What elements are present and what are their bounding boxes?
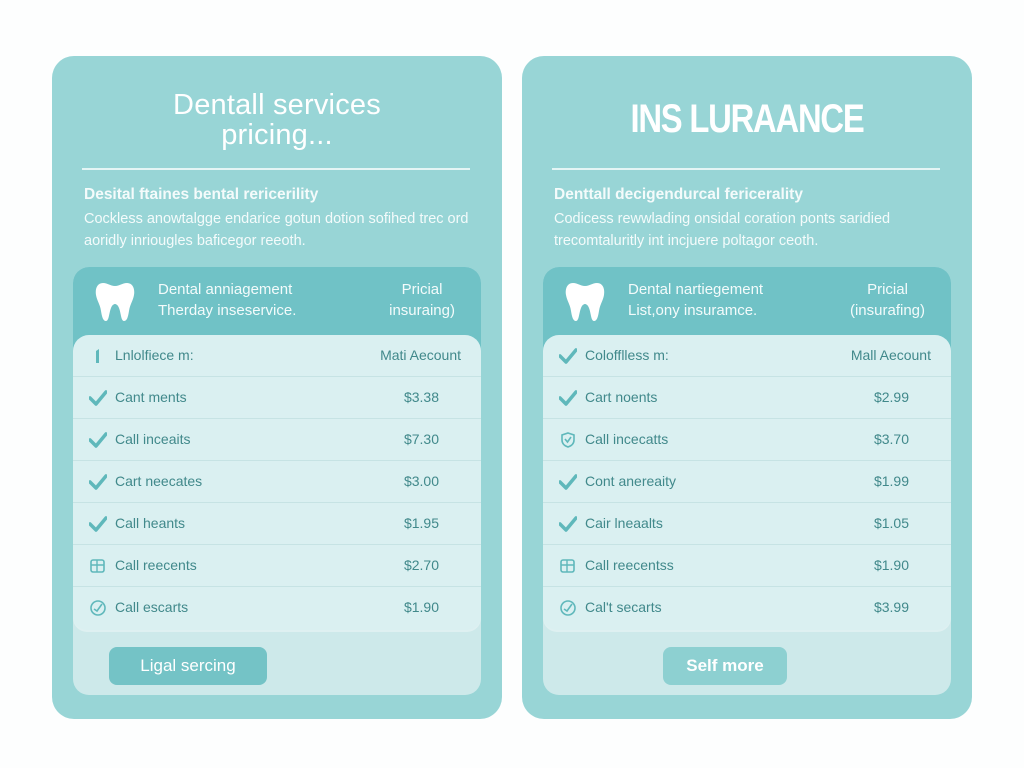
check-icon	[559, 516, 577, 532]
table-row: Cart neecates $3.00	[73, 461, 481, 503]
row-label: Cant ments	[115, 389, 187, 405]
row-label: Cart noents	[585, 389, 658, 405]
table-row: Colofflless m: Mall Aecount	[543, 335, 951, 377]
header-price-line2: (insurafing)	[849, 302, 925, 319]
row-label: Cair lneaalts	[585, 515, 663, 531]
row-label: Cart neecates	[115, 473, 203, 489]
table-row: Cont anereaity $1.99	[543, 461, 951, 503]
row-price: $1.90	[873, 557, 909, 573]
row-price: $2.99	[873, 389, 909, 405]
row-price: $1.05	[873, 515, 909, 531]
row-price: $3.00	[403, 473, 439, 489]
row-label: Call reecentss	[585, 557, 674, 573]
row-label: Call incecatts	[585, 431, 669, 447]
card-title: Dentall services pricing...	[52, 90, 502, 150]
header-service-column: Dental nartiegement List,ony insuramce.	[628, 279, 763, 321]
check-icon	[89, 432, 107, 448]
card-description: Cockless anowtalgge endarice gotun dotio…	[84, 211, 469, 249]
table-row: Call inceaits $7.30	[73, 419, 481, 461]
circle-check-icon	[90, 600, 106, 616]
card-subheading: Desital ftaines bental rericerility	[84, 186, 319, 203]
row-label: Call inceaits	[115, 431, 191, 447]
circle-check-icon	[560, 600, 576, 616]
dental-pricing-card: Dentall services pricing... Desital ftai…	[52, 56, 502, 719]
header-price-column: Pricial insuraing)	[389, 279, 455, 321]
row-price: $1.99	[873, 473, 909, 489]
row-label: Call escarts	[115, 599, 189, 615]
header-service-line1: Dental anniagement	[158, 281, 293, 298]
insurance-card: INS LURAANCE Denttall decigendurcal feri…	[522, 56, 972, 719]
header-service-column: Dental anniagement Therday inseservice.	[158, 279, 296, 321]
header-price-line2: insuraing)	[389, 302, 455, 319]
card-title-line2: pricing...	[221, 119, 333, 151]
box-icon	[90, 559, 105, 573]
table-row: Call heants $1.95	[73, 503, 481, 545]
table-row: Call reecentss $1.90	[543, 545, 951, 587]
row-price: $3.38	[403, 389, 439, 405]
check-icon	[89, 474, 107, 490]
table-row: Cal't secarts $3.99	[543, 587, 951, 629]
row-price: Mall Aecount	[850, 347, 931, 363]
row-price: $3.99	[873, 599, 909, 615]
table-row: Call incecatts $3.70	[543, 419, 951, 461]
header-price-line1: Pricial	[401, 281, 443, 298]
table-row: Call reecents $2.70	[73, 545, 481, 587]
row-price: Mati Aecount	[380, 347, 461, 363]
header-price-column: Pricial (insurafing)	[850, 279, 925, 321]
row-price: $7.30	[403, 431, 439, 447]
table-row: Cant ments $3.38	[73, 377, 481, 419]
bar-icon	[96, 349, 99, 363]
title-divider	[552, 168, 940, 170]
check-icon	[559, 348, 577, 364]
pricing-rows: Lnlolfiece m: Mati Aecount Cant ments $3…	[73, 335, 481, 630]
check-icon	[89, 390, 107, 406]
pricing-table-panel: Dental anniagement Therday inseservice. …	[73, 267, 481, 695]
table-row: Call escarts $1.90	[73, 587, 481, 629]
card-title: INS LURAANCE	[630, 97, 864, 141]
tooth-icon	[565, 283, 605, 321]
see-more-button[interactable]: Self more	[663, 647, 787, 685]
card-subheading: Denttall decigendurcal fericerality	[554, 186, 803, 203]
header-service-line2: Therday inseservice.	[158, 302, 297, 319]
pricing-table-panel: Dental nartiegement List,ony insuramce. …	[543, 267, 951, 695]
table-row: Cair lneaalts $1.05	[543, 503, 951, 545]
row-price: $1.95	[403, 515, 439, 531]
legal-servicing-button[interactable]: Ligal sercing	[109, 647, 267, 685]
header-service-line1: Dental nartiegement	[628, 281, 764, 298]
row-price: $1.90	[403, 599, 439, 615]
row-label: Cal't secarts	[585, 599, 662, 615]
card-title-line1: Dentall services	[173, 89, 381, 121]
table-row: Cart noents $2.99	[543, 377, 951, 419]
tooth-icon	[95, 283, 135, 321]
row-label: Colofflless m:	[585, 347, 669, 363]
row-price: $2.70	[403, 557, 439, 573]
row-price: $3.70	[873, 431, 909, 447]
row-label: Call heants	[115, 515, 186, 531]
title-divider	[82, 168, 470, 170]
check-icon	[559, 390, 577, 406]
table-row: Lnlolfiece m: Mati Aecount	[73, 335, 481, 377]
row-label: Call reecents	[115, 557, 197, 573]
box-icon	[560, 559, 575, 573]
check-icon	[89, 516, 107, 532]
shield-check-icon	[561, 432, 575, 448]
header-service-line2: List,ony insuramce.	[628, 302, 758, 319]
header-price-line1: Pricial	[867, 281, 908, 298]
pricing-rows: Colofflless m: Mall Aecount Cart noents …	[543, 335, 951, 630]
row-label: Cont anereaity	[585, 473, 677, 489]
card-description: Codicess rewwlading onsidal coration pon…	[554, 211, 891, 249]
check-icon	[559, 474, 577, 490]
row-label: Lnlolfiece m:	[115, 347, 194, 363]
